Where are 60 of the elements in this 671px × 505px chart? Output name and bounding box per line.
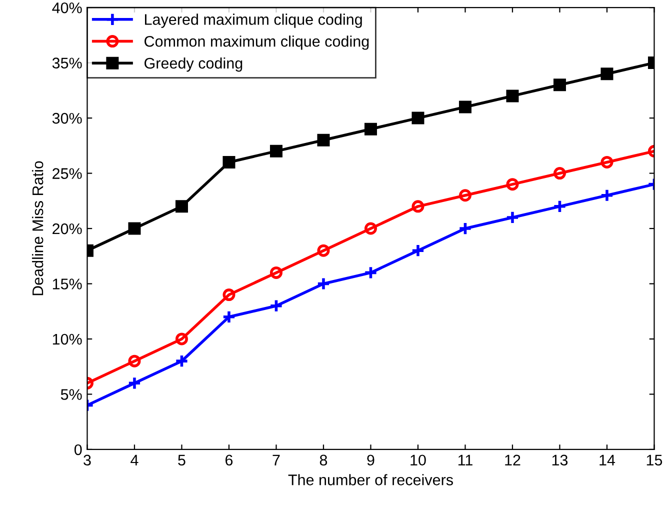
x-tick-label: 6 (226, 454, 233, 466)
point (128, 354, 141, 368)
x-tick-label: 7 (272, 454, 280, 466)
point (364, 266, 378, 280)
point (317, 134, 330, 146)
point (270, 144, 282, 158)
y-tick-label: 20% (52, 223, 82, 234)
point (411, 244, 425, 258)
x-tick-label: 13 (552, 454, 568, 466)
point (552, 199, 567, 214)
point (222, 310, 236, 324)
x-tick-label: 3 (84, 454, 91, 466)
point (458, 189, 472, 202)
point (600, 68, 614, 80)
point (222, 156, 236, 168)
x-tick-label: 12 (505, 454, 520, 466)
point (128, 222, 141, 235)
point (506, 178, 519, 191)
point (553, 78, 566, 92)
y-axis-title: Deadline Miss Ratio (32, 161, 44, 296)
point (175, 332, 188, 346)
point (270, 266, 282, 279)
x-tick-label: 15 (646, 454, 662, 466)
point (128, 376, 142, 390)
y-tick-label: 5% (60, 389, 82, 400)
x-tick-label: 8 (320, 454, 328, 466)
point (600, 156, 614, 168)
point (553, 167, 566, 180)
x-tick-label: 9 (367, 454, 374, 466)
x-tick-label: 14 (600, 454, 616, 466)
point (600, 188, 614, 202)
legend-label: Common maximum clique coding (144, 36, 369, 50)
point (458, 222, 472, 236)
y-tick-label: 0 (74, 444, 82, 456)
point (175, 200, 188, 213)
x-axis-title: The number of receivers (288, 474, 453, 486)
y-tick-label: 15% (52, 278, 82, 290)
point (222, 288, 236, 302)
x-tick-label: 5 (178, 454, 186, 466)
y-tick-label: 30% (52, 112, 82, 124)
point (458, 100, 472, 114)
point (506, 210, 520, 224)
point (506, 90, 519, 102)
point (269, 298, 284, 313)
y-tick-label: 10% (52, 334, 82, 345)
y-tick-label: 35% (52, 58, 82, 68)
legend-label: Layered maximum clique coding (145, 14, 362, 28)
point (364, 222, 377, 235)
point (174, 354, 189, 368)
x-tick-label: 11 (458, 454, 472, 466)
y-tick-label: 25% (52, 168, 82, 179)
y-tick-label: 40% (52, 2, 82, 14)
x-tick-label: 4 (130, 454, 138, 466)
point (317, 244, 330, 257)
point (412, 112, 424, 124)
point (412, 200, 424, 213)
legend-label: Greedy coding (144, 57, 242, 72)
point (364, 122, 377, 136)
x-tick-label: 10 (410, 454, 426, 466)
point (316, 276, 330, 291)
